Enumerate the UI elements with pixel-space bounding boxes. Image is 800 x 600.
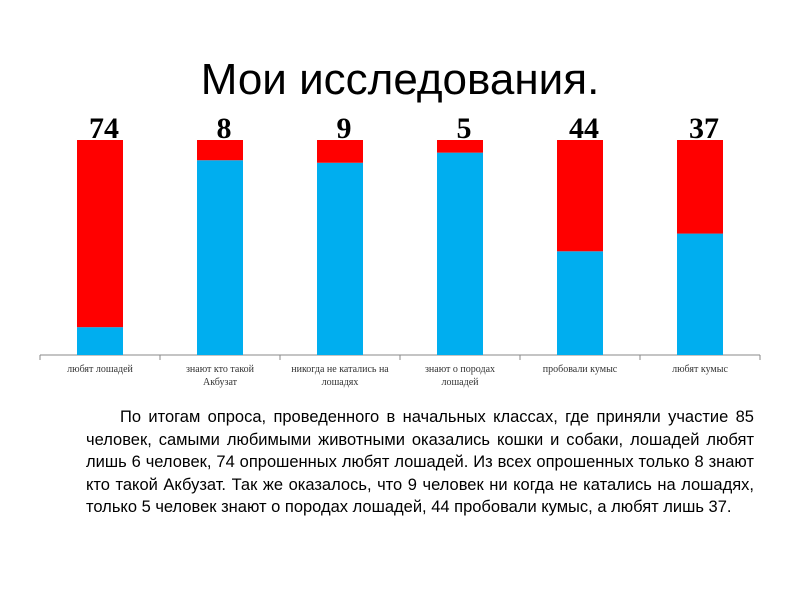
bar-blue <box>677 233 723 355</box>
bar-red <box>677 140 723 234</box>
bar-blue <box>197 160 243 355</box>
bar-red <box>77 140 123 328</box>
category-label: лошадей <box>441 377 479 388</box>
bar-blue <box>557 251 603 355</box>
category-label: никогда не катались на <box>291 364 389 375</box>
category-label: пробовали кумыс <box>543 364 618 375</box>
category-label: любят кумыс <box>672 364 728 375</box>
data-label: 8 <box>217 112 232 145</box>
bar-red <box>437 140 483 153</box>
data-label: 9 <box>337 112 352 145</box>
bar-red <box>317 140 363 163</box>
bar-red <box>557 140 603 252</box>
bar-blue <box>317 162 363 355</box>
bar-red <box>197 140 243 161</box>
category-label: знают кто такой <box>186 364 255 375</box>
bar-blue <box>437 152 483 355</box>
summary-paragraph: По итогам опроса, проведенного в начальн… <box>86 408 754 516</box>
category-label: любят лошадей <box>67 364 133 375</box>
slide-title: Мои исследования. <box>200 55 600 104</box>
category-label: Акбузат <box>203 377 238 388</box>
bar-blue <box>77 327 123 355</box>
category-label: лошадях <box>322 377 359 388</box>
data-label: 5 <box>457 112 472 145</box>
category-label: знают о породах <box>425 364 495 375</box>
title-background <box>0 40 800 118</box>
